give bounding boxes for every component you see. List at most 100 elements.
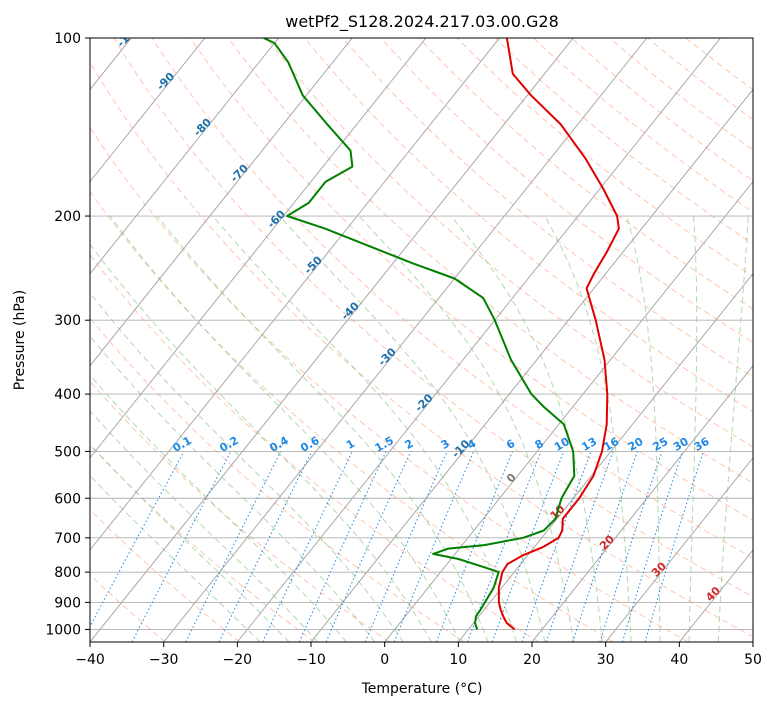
isotherm xyxy=(0,38,58,642)
y-axis-label: Pressure (hPa) xyxy=(12,290,28,390)
isotherm xyxy=(384,180,753,642)
moist-adiabat xyxy=(212,215,517,642)
moist-adiabat-label: 0 xyxy=(504,471,519,486)
moist-adiabat xyxy=(90,374,347,642)
x-tick-label: −10 xyxy=(296,652,326,668)
temperature-line xyxy=(497,38,620,631)
isotherm xyxy=(752,641,753,642)
y-tick-label: 600 xyxy=(54,491,81,507)
mixing-ratio-line xyxy=(621,451,684,642)
isotherm xyxy=(457,272,753,642)
x-tick-label: −40 xyxy=(75,652,105,668)
grid-layer xyxy=(0,38,753,642)
isotherm-label: -60 xyxy=(265,207,288,230)
profile-lines xyxy=(263,38,620,631)
dry-adiabat xyxy=(90,126,689,642)
dry-adiabat xyxy=(90,254,540,642)
mixing-ratio-line xyxy=(435,451,513,642)
isotherm xyxy=(90,38,206,183)
x-tick-label: 50 xyxy=(744,652,762,668)
mixing-ratio-line xyxy=(325,451,412,642)
isotherm xyxy=(90,38,427,459)
dry-adiabat xyxy=(90,508,241,642)
dry-adiabat xyxy=(380,38,753,344)
x-tick-label: 40 xyxy=(670,652,688,668)
mixing-ratio-line xyxy=(545,451,614,642)
y-tick-label: 800 xyxy=(54,565,81,581)
x-axis: −40 −30 −20 −10 0 10 20 30 40 50 xyxy=(75,642,762,668)
dry-adiabat xyxy=(113,38,753,598)
isotherm xyxy=(678,549,753,642)
chart-title: wetPf2_S128.2024.217.03.00.G28 xyxy=(285,12,559,32)
moist-adiabat xyxy=(717,215,749,642)
isotherm-label: -30 xyxy=(376,345,399,368)
moist-adiabat xyxy=(279,215,546,642)
isotherm-label: -40 xyxy=(339,299,362,322)
isotherm-label: -20 xyxy=(412,391,435,414)
isotherm-label: -90 xyxy=(154,70,177,93)
isotherm xyxy=(90,38,279,275)
mixing-ratio-line xyxy=(262,451,353,642)
x-tick-label: 0 xyxy=(380,652,389,668)
dry-adiabat xyxy=(90,444,315,642)
x-tick-label: −20 xyxy=(223,652,253,668)
moist-adiabat xyxy=(544,215,632,642)
dry-adiabat xyxy=(90,190,614,642)
mixing-ratio-line xyxy=(521,451,592,642)
mixing-ratio-line xyxy=(185,451,282,642)
mixing-ratio-label: 2 xyxy=(402,437,415,452)
isotherm xyxy=(90,38,574,642)
y-tick-label: 400 xyxy=(54,387,81,403)
dry-adiabat xyxy=(90,317,465,642)
dry-adiabat xyxy=(685,38,753,91)
isotherm xyxy=(531,365,753,642)
moist-adiabat xyxy=(450,215,603,642)
mixing-ratio-line xyxy=(364,451,448,642)
dry-adiabat xyxy=(647,38,753,121)
dry-adiabat xyxy=(342,38,753,378)
mixing-ratio-line xyxy=(393,451,475,642)
mixing-ratio-line xyxy=(644,451,704,642)
moist-adiabat-label: 30 xyxy=(649,559,669,579)
mixing-ratio-line xyxy=(491,451,565,642)
dry-adiabat xyxy=(189,38,753,521)
x-tick-label: 20 xyxy=(523,652,541,668)
dry-adiabat xyxy=(304,38,753,413)
isotherm xyxy=(90,38,500,551)
y-tick-label: 900 xyxy=(54,595,81,611)
isotherm-label: -80 xyxy=(191,116,214,139)
dry-adiabat xyxy=(533,38,753,213)
moist-adiabat xyxy=(109,215,461,642)
moist-adiabat xyxy=(156,215,489,642)
mixing-ratio-line xyxy=(572,451,638,642)
y-tick-label: 1000 xyxy=(45,622,81,638)
moist-adiabat xyxy=(626,215,661,642)
y-tick-label: 100 xyxy=(54,31,81,47)
mixing-ratio-line xyxy=(599,451,663,642)
dry-adiabat xyxy=(494,38,753,245)
dry-adiabat xyxy=(266,38,753,448)
plot-frame xyxy=(89,37,754,643)
moist-adiabat xyxy=(90,243,432,642)
moist-adiabat xyxy=(90,335,376,642)
mixing-ratio-line xyxy=(218,451,313,642)
isotherm xyxy=(163,38,648,642)
isotherm-label: -50 xyxy=(302,253,325,276)
dry-adiabat xyxy=(571,38,753,182)
dry-adiabat xyxy=(456,38,753,277)
y-tick-label: 200 xyxy=(54,209,81,225)
moist-adiabat xyxy=(90,292,404,642)
isotherm-label: -100 xyxy=(114,21,143,50)
mixing-ratio-line xyxy=(131,451,232,642)
x-tick-label: 30 xyxy=(597,652,615,668)
x-tick-label: 10 xyxy=(449,652,467,668)
y-tick-label: 300 xyxy=(54,313,81,329)
x-tick-label: −30 xyxy=(149,652,179,668)
moist-adiabat xyxy=(358,215,575,642)
x-axis-label: Temperature (°C) xyxy=(361,681,483,697)
dewpoint-line xyxy=(263,38,576,630)
moist-adiabat xyxy=(90,410,319,642)
y-axis: 1000 900 800 700 600 500 400 300 200 100 xyxy=(45,31,90,638)
dry-adiabat xyxy=(90,61,753,638)
